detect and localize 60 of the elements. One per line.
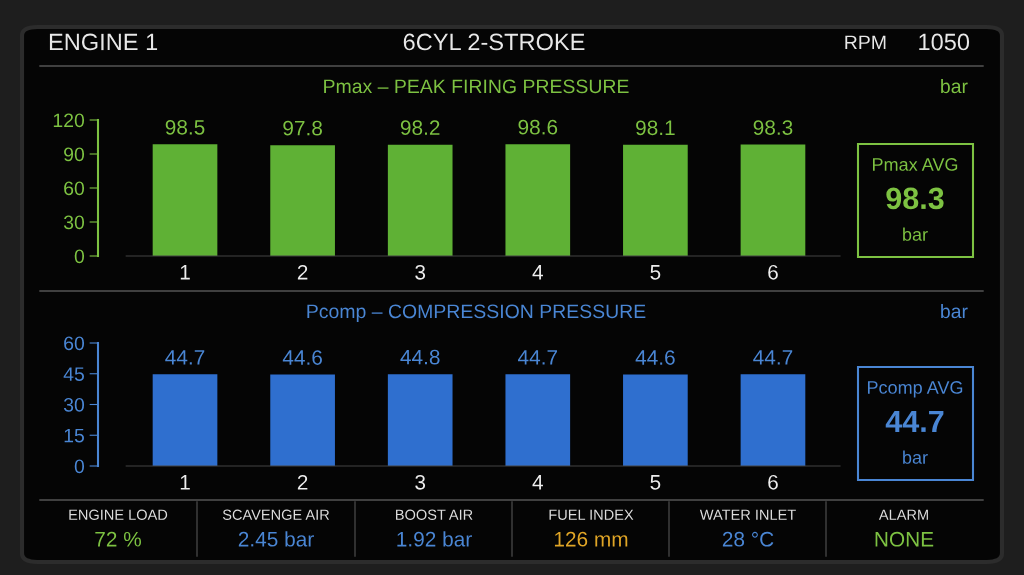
data-label: 98.3: [753, 120, 793, 135]
data-label: 44.7: [165, 350, 205, 365]
y-tick-label: 0: [74, 459, 85, 474]
category-label: FUEL INDEX: [549, 509, 634, 520]
data-label: 98.1: [636, 120, 675, 136]
data-label: 98.5: [165, 119, 205, 135]
x-tick-label: 3: [415, 474, 426, 490]
category-label: WATER INLET: [699, 509, 796, 520]
chart-title: Pcomp – COMPRESSION PRESSURE: [307, 304, 646, 323]
category-label: ALARM: [878, 509, 928, 520]
data-label: 98.6: [518, 119, 558, 135]
data-label: 44.8: [400, 349, 440, 365]
y-tick-label: 0: [74, 249, 85, 264]
text: 72 %: [95, 531, 141, 547]
text: ENGINE 1: [49, 33, 158, 51]
chart-title: Pmax – PEAK FIRING PRESSURE: [324, 79, 629, 94]
y-tick-label: 90: [64, 147, 85, 162]
x-tick-label: 1: [180, 475, 190, 490]
text: RPM: [845, 35, 886, 50]
text: bar: [903, 450, 928, 464]
y-tick-label: 60: [64, 336, 85, 351]
x-tick-label: 5: [650, 475, 661, 490]
category-label: BOOST AIR: [396, 509, 473, 520]
text: 1050: [919, 33, 970, 51]
text: 98.3: [886, 187, 944, 210]
data-label: 98.2: [400, 120, 440, 136]
y-tick-label: 30: [63, 397, 85, 412]
text: Pcomp AVG: [867, 381, 963, 398]
x-tick-label: 2: [297, 264, 308, 280]
y-axis-title: bar: [941, 303, 968, 319]
x-tick-label: 4: [532, 475, 543, 490]
x-tick-label: 3: [415, 264, 426, 280]
text: 28 °C: [722, 531, 774, 547]
data-label: 44.7: [753, 350, 793, 365]
x-tick-label: 6: [768, 264, 778, 280]
y-tick-label: 60: [64, 181, 85, 196]
text: 6CYL 2-STROKE: [403, 33, 585, 51]
data-label: 97.8: [283, 120, 322, 136]
data-label: 44.7: [518, 350, 558, 365]
x-tick-label: 4: [532, 265, 543, 280]
x-tick-label: 1: [180, 265, 190, 280]
text: 1.92 bar: [397, 531, 472, 547]
text: bar: [903, 227, 928, 241]
text: Pmax AVG: [872, 158, 958, 171]
text: NONE: [875, 531, 934, 547]
category-label: SCAVENGE AIR: [222, 509, 330, 520]
x-tick-label: 6: [768, 474, 778, 490]
text: 126 mm: [554, 531, 628, 547]
y-tick-label: 120: [53, 113, 85, 128]
data-label: 44.6: [282, 350, 322, 365]
x-tick-label: 5: [650, 265, 661, 280]
y-tick-label: 30: [63, 215, 85, 230]
x-tick-label: 2: [297, 474, 308, 490]
y-tick-label: 45: [63, 367, 84, 381]
y-axis-title: bar: [941, 78, 968, 94]
category-label: ENGINE LOAD: [69, 509, 168, 520]
text: 44.7: [885, 410, 944, 432]
data-label: 44.6: [635, 350, 675, 365]
text: 2.45 bar: [238, 531, 314, 547]
y-tick-label: 15: [64, 428, 84, 443]
